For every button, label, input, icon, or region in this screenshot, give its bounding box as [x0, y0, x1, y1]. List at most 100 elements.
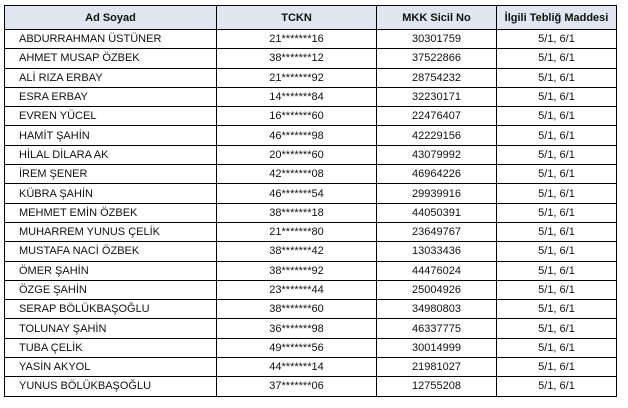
tckn-cell: 49*******56: [216, 337, 377, 359]
tckn-cell: 38*******12: [216, 48, 377, 69]
name-cell: HAMİT ŞAHİN: [4, 125, 217, 146]
mkk-cell: 28754232: [376, 67, 497, 88]
mkk-cell: 46964226: [376, 164, 497, 185]
table-row: ÖZGE ŞAHİN 23*******44 25004926 5/1, 6/1: [4, 279, 617, 301]
name-cell: AHMET MUSAP ÖZBEK: [4, 48, 217, 69]
name-cell: HİLAL DİLARA AK: [4, 144, 217, 166]
table-row: MEHMET EMİN ÖZBEK 38*******18 44050391 5/1,…: [4, 202, 617, 223]
article-cell: 5/1, 6/1: [496, 86, 617, 108]
tckn-cell: 21*******92: [216, 67, 377, 88]
mkk-cell: 37522866: [376, 48, 497, 69]
article-cell: 5/1, 6/1: [496, 183, 617, 204]
header-article: İlgili Tebliğ Maddesi: [496, 5, 617, 30]
article-cell: 5/1, 6/1: [496, 279, 617, 301]
table-row: ALİ RIZA ERBAY 21*******92 28754232 5/1, 6/…: [4, 67, 617, 88]
name-cell: MUHARREM YUNUS ÇELİK: [4, 221, 217, 243]
name-cell: SERAP BÖLÜKBAŞOĞLU: [4, 299, 217, 320]
name-cell: ALİ RIZA ERBAY: [4, 67, 217, 88]
article-cell: 5/1, 6/1: [496, 337, 617, 359]
name-cell: MEHMET EMİN ÖZBEK: [4, 202, 217, 223]
table-row: ESRA ERBAY 14*******84 32230171 5/1, 6/1: [4, 86, 617, 108]
tckn-cell: 44*******14: [216, 357, 377, 378]
mkk-cell: 13033436: [376, 241, 497, 262]
table-row: EVREN YÜCEL 16*******60 22476407 5/1, 6/1: [4, 106, 617, 127]
name-cell: YASİN AKYOL: [4, 357, 217, 378]
article-cell: 5/1, 6/1: [496, 106, 617, 127]
name-cell: YUNUS BÖLÜKBAŞOĞLU: [4, 376, 217, 397]
article-cell: 5/1, 6/1: [496, 144, 617, 166]
table-row: TOLUNAY ŞAHİN 36*******98 46337775 5/1, 6/1: [4, 318, 617, 339]
tckn-cell: 42*******08: [216, 164, 377, 185]
table-row: YUNUS BÖLÜKBAŞOĞLU 37*******06 12755208 5/1…: [4, 376, 617, 397]
tckn-cell: 38*******92: [216, 260, 377, 281]
name-cell: ABDURRAHMAN ÜSTÜNER: [4, 28, 217, 50]
name-cell: ÖZGE ŞAHİN: [4, 279, 217, 301]
shareholder-table: Ad Soyad TCKN MKK Sicil No İlgili Tebliğ…: [4, 5, 617, 397]
article-cell: 5/1, 6/1: [496, 202, 617, 223]
name-cell: EVREN YÜCEL: [4, 106, 217, 127]
name-cell: ESRA ERBAY: [4, 86, 217, 108]
mkk-cell: 32230171: [376, 86, 497, 108]
tckn-cell: 38*******60: [216, 299, 377, 320]
article-cell: 5/1, 6/1: [496, 318, 617, 339]
mkk-cell: 43079992: [376, 144, 497, 166]
table-row: ÖMER ŞAHİN 38*******92 44476024 5/1, 6/1: [4, 260, 617, 281]
header-tckn: TCKN: [216, 5, 377, 30]
table-row: MUHARREM YUNUS ÇELİK 21*******80 23649767 5…: [4, 221, 617, 243]
mkk-cell: 42229156: [376, 125, 497, 146]
name-cell: ÖMER ŞAHİN: [4, 260, 217, 281]
tckn-cell: 14*******84: [216, 86, 377, 108]
article-cell: 5/1, 6/1: [496, 221, 617, 243]
article-cell: 5/1, 6/1: [496, 164, 617, 185]
mkk-cell: 23649767: [376, 221, 497, 243]
table-row: İREM ŞENER 42*******08 46964226 5/1, 6/1: [4, 164, 617, 185]
tckn-cell: 20*******60: [216, 144, 377, 166]
article-cell: 5/1, 6/1: [496, 241, 617, 262]
tckn-cell: 36*******98: [216, 318, 377, 339]
tckn-cell: 21*******16: [216, 28, 377, 50]
article-cell: 5/1, 6/1: [496, 299, 617, 320]
article-cell: 5/1, 6/1: [496, 67, 617, 88]
table-row: SERAP BÖLÜKBAŞOĞLU 38*******60 34980803 5/1…: [4, 299, 617, 320]
mkk-cell: 46337775: [376, 318, 497, 339]
mkk-cell: 44050391: [376, 202, 497, 223]
table-row: YASİN AKYOL 44*******14 21981027 5/1, 6/1: [4, 357, 617, 378]
tckn-cell: 37*******06: [216, 376, 377, 397]
mkk-cell: 30014999: [376, 337, 497, 359]
article-cell: 5/1, 6/1: [496, 125, 617, 146]
mkk-cell: 30301759: [376, 28, 497, 50]
table-row: HİLAL DİLARA AK 20*******60 43079992 5/1, 6…: [4, 144, 617, 166]
table-row: MUSTAFA NACİ ÖZBEK 38*******42 13033436 5/1…: [4, 241, 617, 262]
article-cell: 5/1, 6/1: [496, 28, 617, 50]
tckn-cell: 38*******18: [216, 202, 377, 223]
tckn-cell: 38*******42: [216, 241, 377, 262]
name-cell: TUBA ÇELİK: [4, 337, 217, 359]
name-cell: KÜBRA ŞAHİN: [4, 183, 217, 204]
mkk-cell: 44476024: [376, 260, 497, 281]
name-cell: İREM ŞENER: [4, 164, 217, 185]
tckn-cell: 21*******80: [216, 221, 377, 243]
name-cell: TOLUNAY ŞAHİN: [4, 318, 217, 339]
mkk-cell: 22476407: [376, 106, 497, 127]
tckn-cell: 16*******60: [216, 106, 377, 127]
mkk-cell: 12755208: [376, 376, 497, 397]
header-mkk: MKK Sicil No: [376, 5, 497, 30]
tckn-cell: 23*******44: [216, 279, 377, 301]
mkk-cell: 29939916: [376, 183, 497, 204]
article-cell: 5/1, 6/1: [496, 260, 617, 281]
article-cell: 5/1, 6/1: [496, 357, 617, 378]
mkk-cell: 21981027: [376, 357, 497, 378]
article-cell: 5/1, 6/1: [496, 48, 617, 69]
mkk-cell: 25004926: [376, 279, 497, 301]
tckn-cell: 46*******98: [216, 125, 377, 146]
table-row: ABDURRAHMAN ÜSTÜNER 21*******16 30301759 5/…: [4, 28, 617, 50]
table-row: TUBA ÇELİK 49*******56 30014999 5/1, 6/1: [4, 337, 617, 359]
table-row: HAMİT ŞAHİN 46*******98 42229156 5/1, 6/1: [4, 125, 617, 146]
article-cell: 5/1, 6/1: [496, 376, 617, 397]
name-cell: MUSTAFA NACİ ÖZBEK: [4, 241, 217, 262]
table-row: KÜBRA ŞAHİN 46*******54 29939916 5/1, 6/1: [4, 183, 617, 204]
header-name: Ad Soyad: [4, 5, 217, 30]
mkk-cell: 34980803: [376, 299, 497, 320]
header-row: Ad Soyad TCKN MKK Sicil No İlgili Tebliğ…: [4, 5, 617, 30]
tckn-cell: 46*******54: [216, 183, 377, 204]
